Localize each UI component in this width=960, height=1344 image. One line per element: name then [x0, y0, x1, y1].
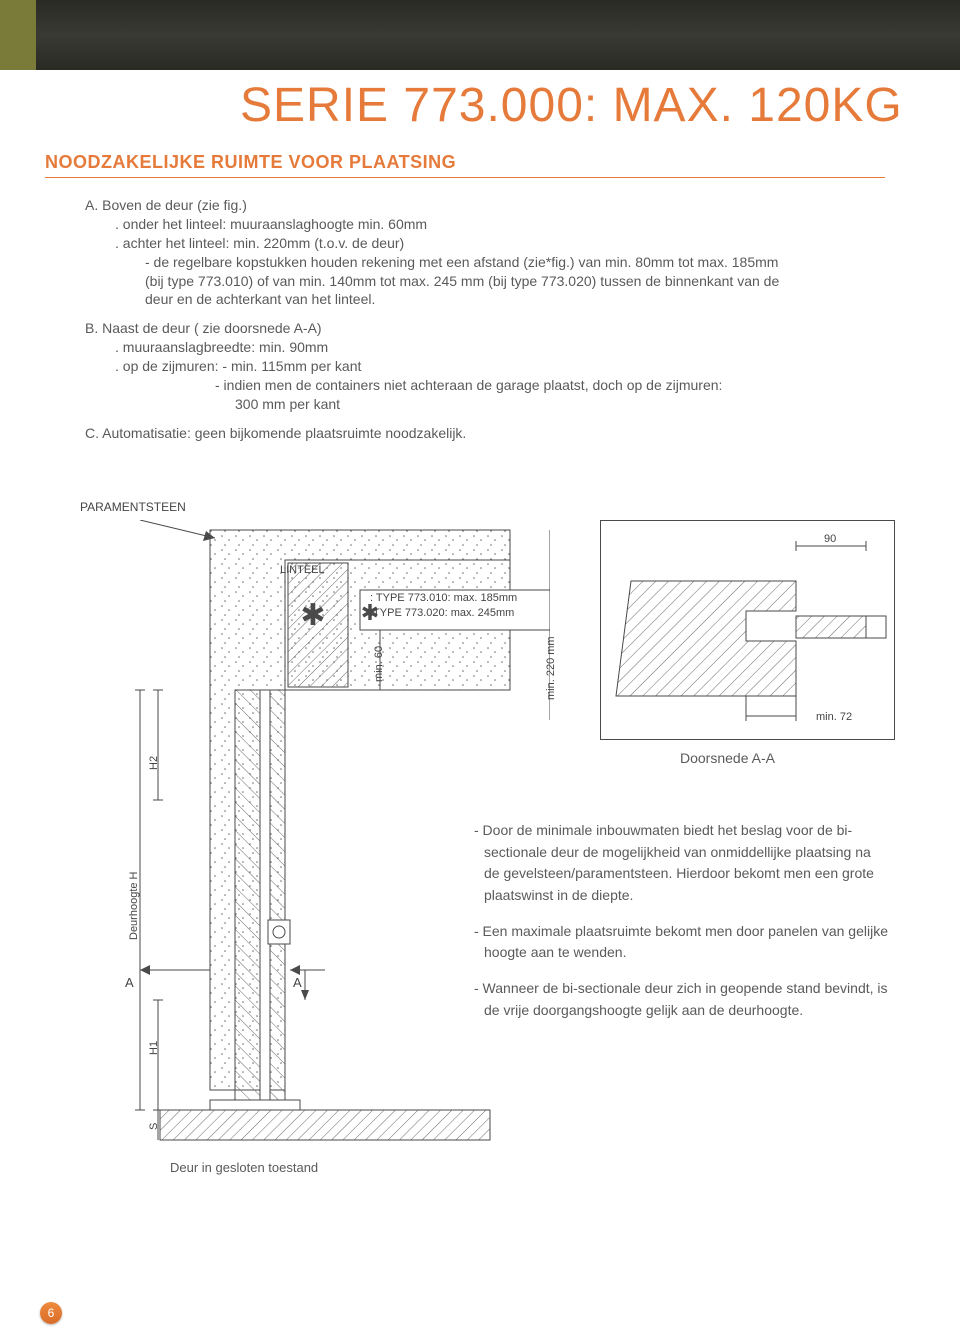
left-diagram-caption: Deur in gesloten toestand [170, 1160, 318, 1175]
vlabel-min220: min. 220 mm [545, 636, 557, 700]
svg-text:✱: ✱ [300, 599, 325, 632]
top-bar [0, 0, 960, 70]
vlabel-deurhoogteH: Deurhoogte H [128, 872, 140, 941]
vlabel-S: S [148, 1123, 160, 1130]
label-90: 90 [824, 533, 836, 545]
doorsnede-label: Doorsnede A-A [680, 750, 775, 766]
para-A-l1: . onder het linteel: muuraanslaghoogte m… [85, 215, 885, 234]
right-p2: - Een maximale plaatsruimte bekomt men d… [470, 921, 890, 964]
para-B-l3: - indien men de containers niet achteraa… [85, 376, 885, 395]
series-title: SERIE 773.000: MAX. 120KG [240, 78, 903, 133]
page-number: 6 [40, 1302, 62, 1324]
label-A-right: A [293, 975, 302, 990]
para-A-l4: (bij type 773.010) of van min. 140mm tot… [85, 272, 885, 291]
right-text-block: - Door de minimale inbouwmaten biedt het… [470, 820, 890, 1036]
para-B-l4: 300 mm per kant [85, 395, 885, 414]
vlabel-H2: H2 [148, 756, 160, 770]
para-A-title: A. Boven de deur (zie fig.) [85, 196, 885, 215]
para-B-title: B. Naast de deur ( zie doorsnede A-A) [85, 319, 885, 338]
callout-line2: :TYPE 773.020: max. 245mm [370, 607, 514, 619]
right-diagram-frame: 90 min. 72 [600, 520, 895, 740]
para-A-l5: deur en de achterkant van het linteel. [85, 290, 885, 309]
content-area: NOODZAKELIJKE RUIMTE VOOR PLAATSING A. B… [45, 152, 885, 443]
callout-line1: : TYPE 773.010: max. 185mm [370, 592, 517, 604]
label-linteel: LINTEEL [280, 564, 325, 576]
para-B-l2: . op de zijmuren: - min. 115mm per kant [85, 357, 885, 376]
label-paramentsteen: PARAMENTSTEEN [80, 500, 186, 514]
right-p3: - Wanneer de bi-sectionale deur zich in … [470, 978, 890, 1021]
section-heading: NOODZAKELIJKE RUIMTE VOOR PLAATSING [45, 152, 885, 178]
para-B-l1: . muuraanslagbreedte: min. 90mm [85, 338, 885, 357]
vlabel-min60: min. 60 [373, 646, 385, 682]
label-A-left: A [125, 975, 134, 990]
body-text: A. Boven de deur (zie fig.) . onder het … [85, 196, 885, 443]
vlabel-H1: H1 [148, 1041, 160, 1055]
para-A-l3: - de regelbare kopstukken houden rekenin… [85, 253, 885, 272]
right-p1: - Door de minimale inbouwmaten biedt het… [470, 820, 890, 907]
label-min72: min. 72 [816, 711, 852, 723]
para-C-title: C. Automatisatie: geen bijkomende plaats… [85, 424, 885, 443]
para-A-l2: . achter het linteel: min. 220mm (t.o.v.… [85, 234, 885, 253]
accent-stripe [0, 0, 36, 70]
right-diagram-svg [601, 521, 896, 741]
